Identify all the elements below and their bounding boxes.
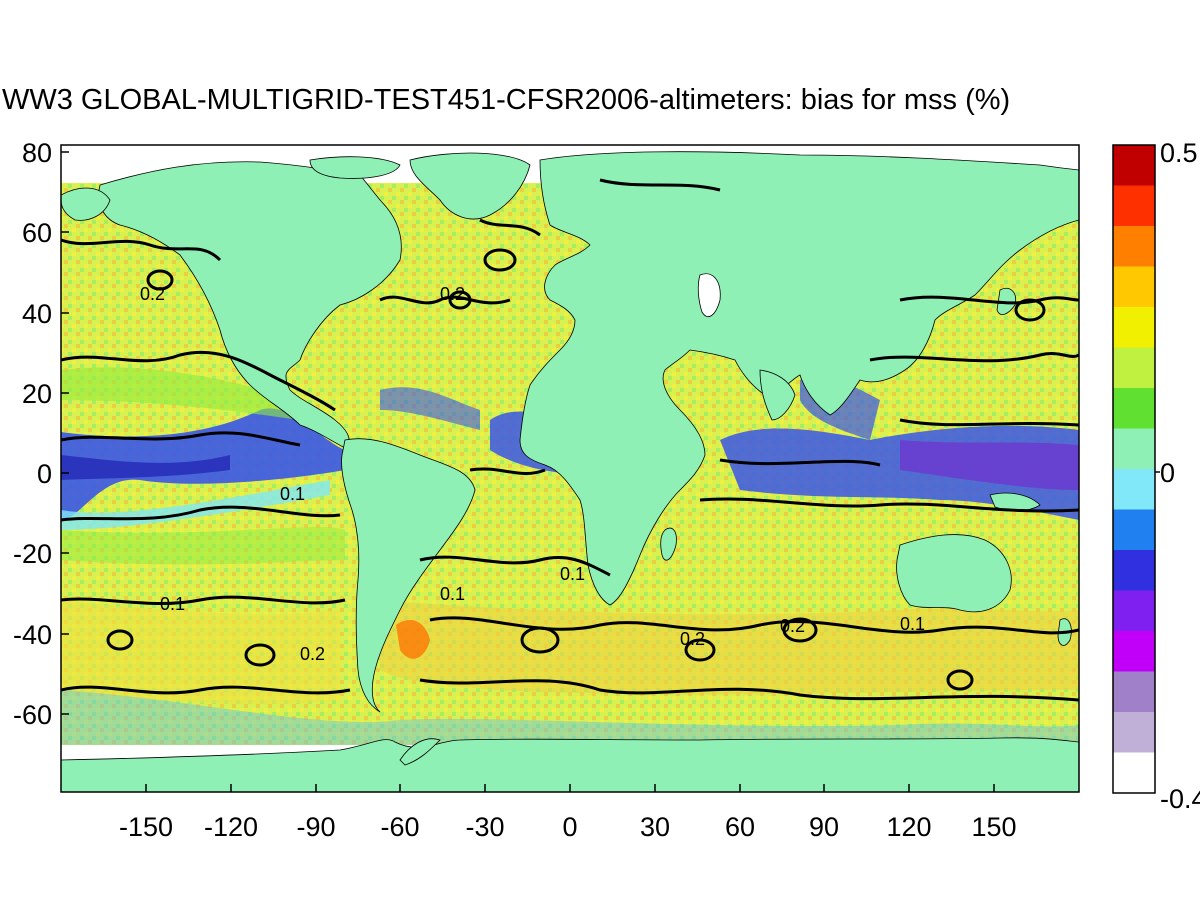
south-pacific-positive bbox=[61, 600, 340, 705]
lon-tick-label: -30 bbox=[465, 812, 504, 842]
argentine-basin-positive bbox=[396, 620, 430, 659]
lon-tick-label: 90 bbox=[809, 812, 839, 842]
lat-tick-label: -20 bbox=[13, 539, 52, 569]
lon-tick-label: -150 bbox=[119, 812, 173, 842]
colorbar-swatch bbox=[1113, 185, 1155, 227]
colorbar-swatch bbox=[1113, 469, 1155, 510]
land-masses bbox=[61, 151, 1079, 792]
ice-edge-band bbox=[61, 690, 1079, 745]
contour-label: 0.1 bbox=[560, 564, 585, 584]
contour-label: 0.2 bbox=[140, 284, 165, 304]
colorbar-swatch bbox=[1113, 145, 1155, 186]
green-band-north-pacific bbox=[61, 367, 300, 420]
lat-tick-label: 80 bbox=[22, 138, 52, 168]
colorbar-swatch bbox=[1113, 347, 1155, 389]
lat-tick-label: 60 bbox=[22, 218, 52, 248]
colorbar-swatch bbox=[1113, 226, 1155, 267]
south-america bbox=[341, 438, 476, 713]
lon-tick-label: 150 bbox=[971, 812, 1016, 842]
contour-label: 0.1 bbox=[900, 614, 925, 634]
contour-label: 0.2 bbox=[780, 616, 805, 636]
colorbar-swatch bbox=[1113, 550, 1155, 591]
contour-label: 0.1 bbox=[440, 584, 465, 604]
colorbar-swatch bbox=[1113, 631, 1155, 672]
greenland bbox=[409, 152, 531, 220]
lat-tick-label: 0 bbox=[37, 459, 52, 489]
colorbar-frame bbox=[1112, 144, 1156, 794]
colorbar-swatch bbox=[1113, 590, 1155, 632]
colorbar-swatch bbox=[1113, 388, 1155, 429]
india bbox=[759, 369, 796, 421]
colorbar-swatch bbox=[1113, 509, 1155, 551]
lat-tick-label: 20 bbox=[22, 379, 52, 409]
contour-label: 0.1 bbox=[280, 484, 305, 504]
green-band-south-pacific bbox=[61, 527, 345, 565]
contour-label: 0.2 bbox=[440, 284, 465, 304]
contour-label: 0.2 bbox=[680, 629, 705, 649]
colorbar-max-label: 0.5 bbox=[1160, 138, 1198, 168]
axis-ticks bbox=[61, 151, 995, 792]
lat-tick-label: 40 bbox=[22, 299, 52, 329]
colorbar-min-label: -0.4 bbox=[1160, 784, 1200, 814]
lon-tick-label: -60 bbox=[380, 812, 419, 842]
colorbar-swatch bbox=[1113, 428, 1155, 470]
colorbar-swatch bbox=[1113, 307, 1155, 348]
southern-ocean-positive bbox=[380, 600, 1079, 695]
antarctic-peninsula bbox=[399, 738, 441, 766]
lon-tick-label: 120 bbox=[886, 812, 931, 842]
australia bbox=[896, 534, 1012, 613]
lon-tick-label: -90 bbox=[296, 812, 335, 842]
colorbar-swatch bbox=[1113, 712, 1155, 753]
contour-labels: 0.2 0.1 0.2 0.1 0.2 0.1 0.2 0.1 0.2 0.1 bbox=[140, 284, 925, 664]
eurasia-africa bbox=[519, 151, 1079, 606]
warm-pool-strong-negative bbox=[900, 440, 1079, 490]
madagascar bbox=[660, 527, 677, 561]
contour-label: 0.2 bbox=[300, 644, 325, 664]
colorbar bbox=[1113, 145, 1155, 794]
chart-title: WW3 GLOBAL-MULTIGRID-TEST451-CFSR2006-al… bbox=[2, 84, 1011, 116]
colorbar-swatch bbox=[1113, 671, 1155, 713]
colorbar-swatch bbox=[1113, 752, 1155, 794]
arctic-islands bbox=[309, 156, 401, 179]
alaska bbox=[61, 187, 111, 221]
contour-lines bbox=[61, 178, 1079, 702]
lon-tick-label: 30 bbox=[640, 812, 670, 842]
caspian-sea bbox=[697, 273, 721, 317]
colorbar-swatch bbox=[1113, 266, 1155, 308]
antarctica bbox=[61, 737, 1079, 792]
pacific-strong-negative bbox=[61, 455, 230, 480]
lat-tick-label: -60 bbox=[13, 700, 52, 730]
contour-label: 0.1 bbox=[160, 594, 185, 614]
lon-tick-label: 60 bbox=[725, 812, 755, 842]
caribbean-negative-bias bbox=[380, 387, 480, 430]
lat-tick-label: -40 bbox=[13, 620, 52, 650]
lon-tick-label: 0 bbox=[562, 812, 577, 842]
colorbar-zero-label: 0 bbox=[1160, 458, 1175, 488]
lon-tick-label: -120 bbox=[204, 812, 258, 842]
